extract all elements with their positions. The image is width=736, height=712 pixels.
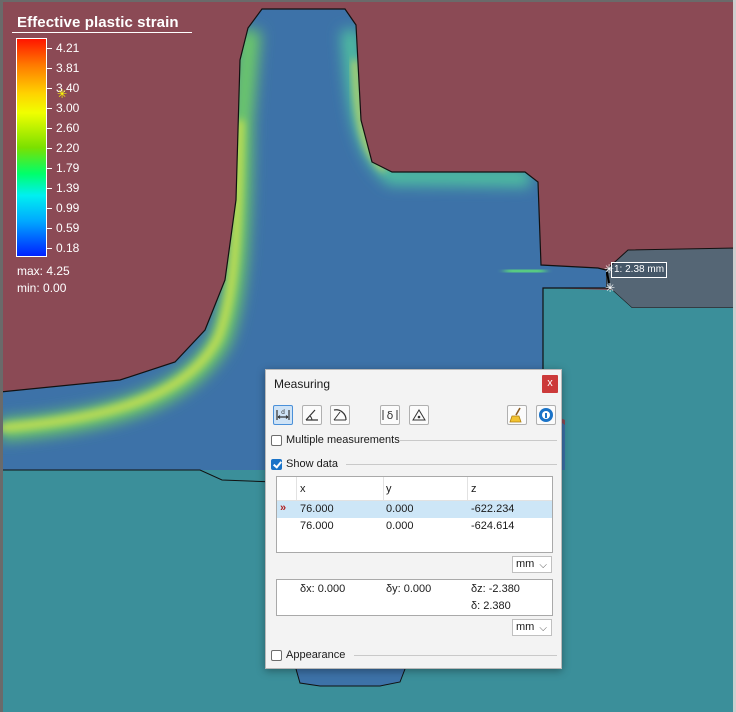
show-data-checkbox[interactable] xyxy=(271,458,282,470)
legend-value-label: 3.00 xyxy=(56,101,80,115)
lower-right-region xyxy=(543,288,736,712)
table-row[interactable]: 76.000 0.000 -624.614 xyxy=(277,518,552,535)
legend-value-label: 2.60 xyxy=(56,121,80,135)
delta-y-value: δy: 0.000 xyxy=(386,583,432,595)
legend-max: max: 4.25 xyxy=(17,265,70,277)
multiple-measurements-row[interactable]: Multiple measurements xyxy=(271,434,400,446)
show-data-label: Show data xyxy=(286,458,338,470)
legend-max-value: 4.25 xyxy=(46,264,70,278)
info-icon xyxy=(539,408,553,422)
multiple-measurements-checkbox[interactable] xyxy=(271,434,282,446)
legend-min-value: 0.00 xyxy=(43,281,67,295)
close-button[interactable]: x xyxy=(542,375,558,393)
chevron-down-icon: ⌵ xyxy=(539,623,547,634)
legend-tick xyxy=(47,188,52,189)
svg-text:d: d xyxy=(281,409,285,416)
measurement-tag: 1: 2.38 mm xyxy=(611,262,668,278)
point-tool-button[interactable] xyxy=(409,405,429,425)
unit-select-value: mm xyxy=(516,558,535,570)
column-header-z[interactable]: z xyxy=(471,483,477,495)
arc-angle-icon xyxy=(333,409,347,421)
unit-select[interactable]: mm ⌵ xyxy=(512,556,552,573)
cell-x: 76.000 xyxy=(300,520,334,532)
cell-y: 0.000 xyxy=(386,520,414,532)
delta-panel: δx: 0.000 δy: 0.000 δz: -2.380 δ: 2.380 xyxy=(276,579,553,616)
angle-tool-button[interactable] xyxy=(302,405,322,425)
probe-point-1-icon[interactable]: ✳ xyxy=(604,262,615,276)
show-data-row[interactable]: Show data xyxy=(271,458,338,470)
legend-underline xyxy=(12,32,192,33)
chevron-down-icon: ⌵ xyxy=(539,560,547,571)
legend-value-label: 2.20 xyxy=(56,141,80,155)
legend-tick xyxy=(47,148,52,149)
legend-tick xyxy=(47,248,52,249)
angle-icon xyxy=(305,409,318,421)
legend-value-label: 1.39 xyxy=(56,181,80,195)
measuring-dialog: Measuring x d δ xyxy=(265,369,562,669)
legend-value-label: 4.21 xyxy=(56,41,80,55)
cell-x: 76.000 xyxy=(300,503,334,515)
legend-value-label: 0.18 xyxy=(56,241,80,255)
delta-x-value: δx: 0.000 xyxy=(300,583,346,595)
separator xyxy=(400,440,557,441)
legend-color-bar xyxy=(16,38,47,257)
legend-value-label: 0.99 xyxy=(56,201,80,215)
delta-total-value: δ: 2.380 xyxy=(471,600,511,612)
legend-tick xyxy=(47,168,52,169)
legend-max-label: max: xyxy=(17,264,44,278)
legend-min-label: min: xyxy=(17,281,40,295)
legend-title: Effective plastic strain xyxy=(17,14,179,31)
distance-icon: d xyxy=(276,409,290,420)
delta-unit-select-value: mm xyxy=(516,621,535,633)
appearance-checkbox[interactable] xyxy=(271,649,282,661)
legend-tick xyxy=(47,208,52,209)
column-header-x[interactable]: x xyxy=(300,483,306,495)
probe-point-2-icon[interactable]: ✳ xyxy=(605,281,616,295)
column-header-y[interactable]: y xyxy=(386,483,392,495)
legend-tick xyxy=(47,108,52,109)
legend-min: min: 0.00 xyxy=(17,282,66,294)
delta-z-value: δz: -2.380 xyxy=(471,583,520,595)
cell-z: -624.614 xyxy=(471,520,515,532)
legend-value-label: 0.59 xyxy=(56,221,80,235)
separator xyxy=(346,464,557,465)
dialog-title: Measuring xyxy=(274,377,331,391)
legend-tick xyxy=(47,228,52,229)
appearance-label: Appearance xyxy=(286,649,346,661)
legend-tick xyxy=(47,88,52,89)
info-button[interactable] xyxy=(536,405,556,425)
broom-icon xyxy=(509,407,522,423)
arc-angle-tool-button[interactable] xyxy=(330,405,350,425)
delta-tool-button[interactable]: δ xyxy=(380,405,400,425)
separator xyxy=(354,655,557,656)
points-table[interactable]: x y z » 76.000 0.000 -622.234 76.000 0.0… xyxy=(276,476,553,553)
flash-region xyxy=(605,247,736,309)
legend-marker-star-icon: ✳ xyxy=(57,87,68,101)
cell-z: -622.234 xyxy=(471,503,515,515)
legend-value-label: 3.40 xyxy=(56,81,80,95)
delta-icon: δ xyxy=(382,409,398,422)
table-row[interactable]: » 76.000 0.000 -622.234 xyxy=(277,501,552,518)
legend-value-label: 1.79 xyxy=(56,161,80,175)
legend-tick xyxy=(47,48,52,49)
cell-y: 0.000 xyxy=(386,503,414,515)
legend-value-label: 3.81 xyxy=(56,61,80,75)
clear-button[interactable] xyxy=(507,405,527,425)
point-icon xyxy=(412,409,426,421)
distance-tool-button[interactable]: d xyxy=(273,405,293,425)
legend-tick xyxy=(47,68,52,69)
legend-tick xyxy=(47,128,52,129)
svg-text:δ: δ xyxy=(387,409,394,422)
table-header: x y z xyxy=(277,477,552,501)
appearance-row[interactable]: Appearance xyxy=(271,649,345,661)
row-marker-icon: » xyxy=(280,502,287,514)
multiple-measurements-label: Multiple measurements xyxy=(286,434,400,446)
delta-unit-select[interactable]: mm ⌵ xyxy=(512,619,552,636)
